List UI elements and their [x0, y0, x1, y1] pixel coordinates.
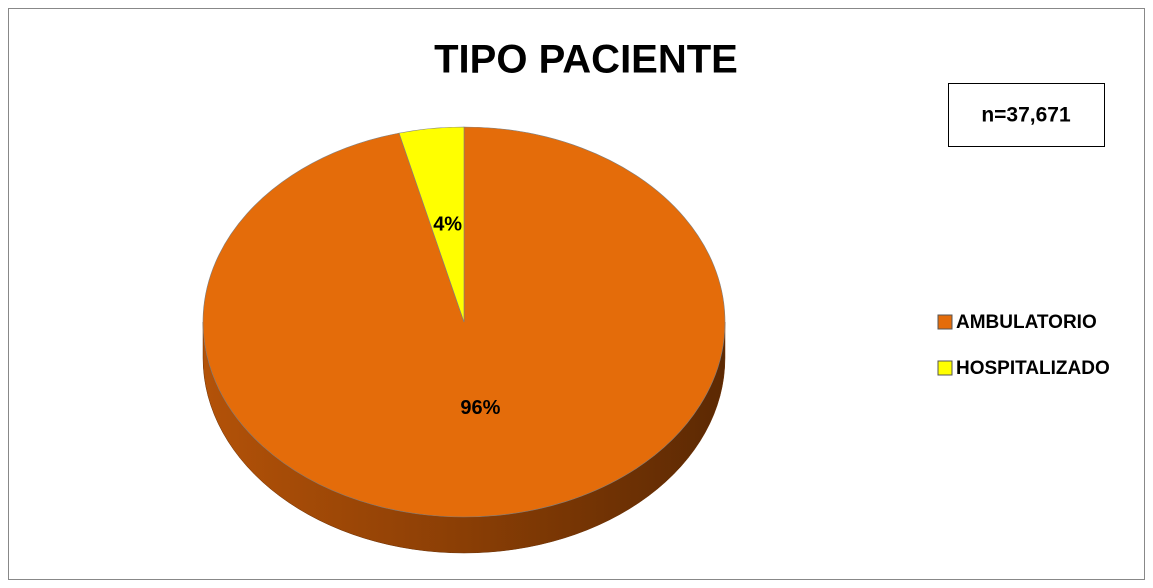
legend-label: HOSPITALIZADO	[956, 358, 1110, 379]
legend-swatch	[937, 314, 953, 330]
annotation-box	[948, 83, 1105, 147]
slice	[398, 126, 465, 323]
chart-title: TIPO PACIENTE	[434, 38, 738, 82]
data-label: 4%	[433, 214, 462, 236]
legend-swatch	[937, 360, 953, 376]
data-label: 96%	[460, 397, 500, 419]
legend-label: AMBULATORIO	[956, 312, 1097, 333]
annotation: n=37,671	[981, 104, 1071, 127]
